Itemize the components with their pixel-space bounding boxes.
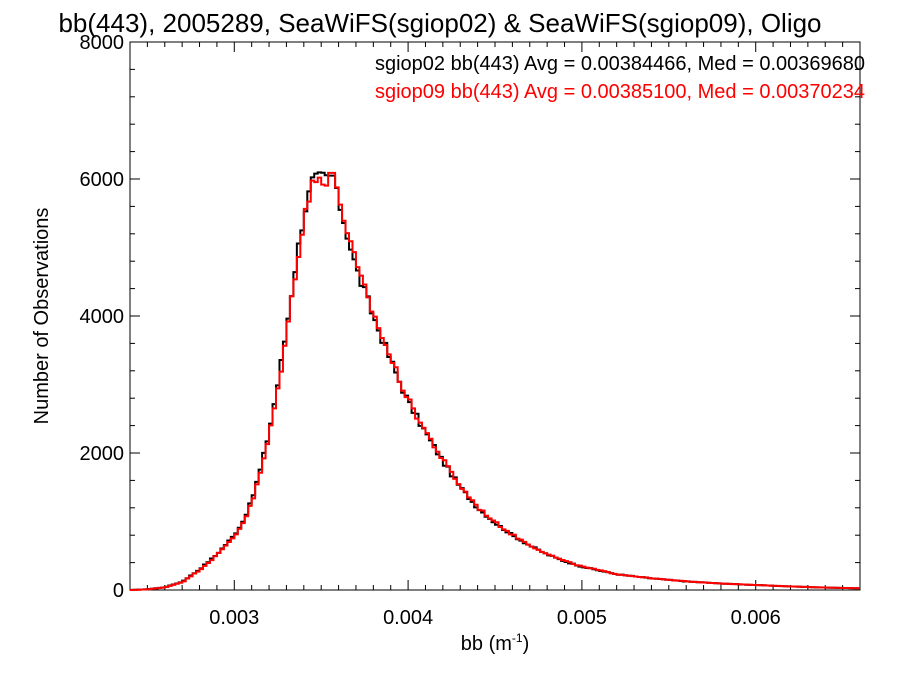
y-axis-label: Number of Observations (31, 208, 53, 425)
x-tick-label: 0.003 (209, 607, 259, 629)
series-annotation-sgiop09: sgiop09 bb(443) Avg = 0.00385100, Med = … (375, 81, 865, 103)
x-axis-label-close: ) (523, 633, 530, 655)
x-axis-label: bb (m-1) (461, 631, 529, 655)
y-tick-label: 6000 (80, 169, 125, 191)
x-axis-ticks: 0.003 0.004 0.005 0.006 (146, 42, 844, 629)
y-tick-label: 8000 (80, 32, 125, 54)
x-tick-label: 0.004 (383, 607, 433, 629)
plot-frame (129, 41, 861, 591)
y-tick-label: 2000 (80, 443, 125, 465)
series-layer (130, 171, 860, 591)
x-axis-label-sup: -1 (512, 631, 523, 645)
chart-title: bb(443), 2005289, SeaWiFS(sgiop02) & Sea… (58, 8, 821, 38)
series-line-sgiop09 (130, 171, 860, 591)
series-line-sgiop02 (130, 171, 860, 591)
x-axis-label-main: bb (m (461, 633, 512, 655)
y-tick-label: 4000 (80, 306, 125, 328)
series-annotation-sgiop02: sgiop02 bb(443) Avg = 0.00384466, Med = … (375, 53, 865, 75)
y-axis-ticks: 0 2000 4000 6000 8000 (80, 32, 860, 602)
x-tick-label: 0.006 (731, 607, 781, 629)
y-tick-label: 0 (113, 580, 124, 602)
x-tick-label: 0.005 (557, 607, 607, 629)
